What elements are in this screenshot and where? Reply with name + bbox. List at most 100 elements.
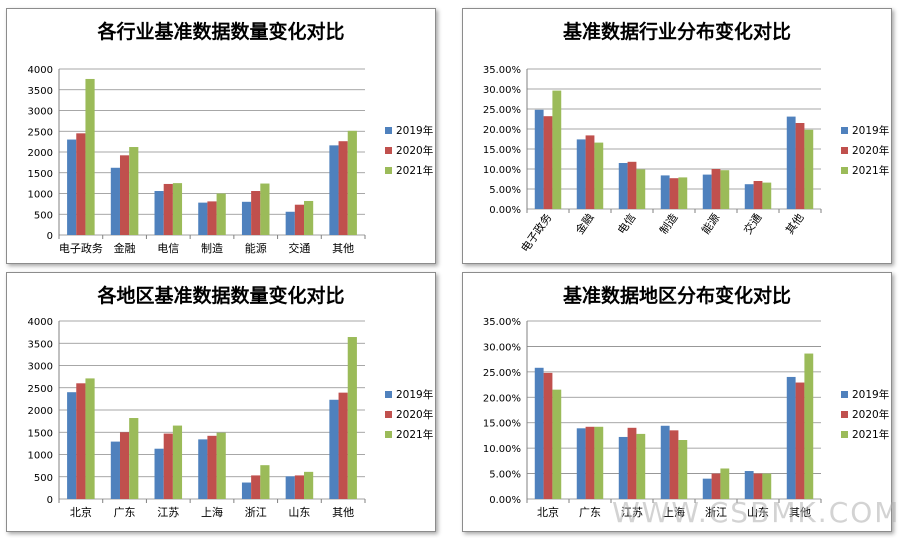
chart-title: 各行业基准数据数量变化对比 xyxy=(97,21,345,43)
bar xyxy=(207,201,217,235)
bar xyxy=(762,473,772,499)
x-tick-label: 浙江 xyxy=(245,506,267,519)
y-tick-label: 5.00% xyxy=(489,470,521,481)
y-tick-label: 500 xyxy=(34,473,53,484)
legend-swatch xyxy=(385,127,392,134)
legend-swatch xyxy=(385,411,392,418)
bar xyxy=(534,367,544,499)
x-tick-label: 广东 xyxy=(579,506,601,519)
y-tick-label: 0.00% xyxy=(489,495,521,506)
y-tick-label: 10.00% xyxy=(483,444,521,455)
legend-label: 2020年 xyxy=(396,144,433,157)
x-tick-label: 其他 xyxy=(783,211,806,236)
x-tick-label: 江苏 xyxy=(621,506,643,519)
x-tick-label: 上海 xyxy=(201,505,223,519)
bar xyxy=(329,145,339,235)
y-tick-label: 2000 xyxy=(28,148,53,159)
x-tick-label: 电子政务 xyxy=(518,211,555,255)
bar xyxy=(720,468,730,499)
bar xyxy=(207,435,217,499)
bar xyxy=(251,191,261,235)
y-tick-label: 35.00% xyxy=(483,317,521,328)
y-tick-label: 20.00% xyxy=(483,393,521,404)
bar xyxy=(744,471,754,499)
legend-swatch xyxy=(385,167,392,174)
bar xyxy=(543,116,553,209)
y-tick-label: 25.00% xyxy=(483,105,521,116)
bar xyxy=(660,175,670,209)
bar xyxy=(294,204,305,235)
y-tick-label: 2000 xyxy=(28,406,53,417)
legend-swatch xyxy=(385,391,392,398)
legend-swatch xyxy=(841,391,848,398)
y-tick-label: 1000 xyxy=(28,451,53,462)
legend-swatch xyxy=(841,167,848,174)
y-tick-label: 500 xyxy=(34,210,53,221)
y-tick-label: 2500 xyxy=(28,384,53,395)
x-tick-label: 电子政务 xyxy=(59,241,103,255)
x-tick-label: 电信 xyxy=(157,242,179,255)
x-tick-label: 交通 xyxy=(740,211,764,237)
bar xyxy=(585,135,595,209)
bar xyxy=(552,389,562,499)
legend-label: 2020年 xyxy=(396,408,433,421)
bar xyxy=(543,372,553,499)
bar xyxy=(110,167,120,235)
x-tick-label: 其他 xyxy=(789,506,811,519)
x-tick-label: 山东 xyxy=(747,506,769,519)
x-tick-label: 制造 xyxy=(656,211,680,237)
chart-title: 各地区基准数据数量变化对比 xyxy=(97,285,345,307)
bar xyxy=(753,181,763,209)
x-tick-label: 山东 xyxy=(288,506,310,519)
x-tick-label: 浙江 xyxy=(705,506,727,519)
bar xyxy=(804,353,814,499)
bar xyxy=(618,436,628,499)
bar xyxy=(260,465,270,499)
legend-swatch xyxy=(841,431,848,438)
bar xyxy=(702,478,712,499)
bar xyxy=(347,337,357,499)
y-tick-label: 10.00% xyxy=(483,165,521,176)
legend-label: 2019年 xyxy=(852,388,889,401)
bar xyxy=(678,440,688,499)
bar xyxy=(241,482,252,499)
bar xyxy=(304,200,314,235)
y-tick-label: 4000 xyxy=(28,65,53,76)
bar xyxy=(76,383,86,499)
bar xyxy=(678,177,688,209)
x-tick-label: 上海 xyxy=(663,505,685,519)
y-tick-label: 3000 xyxy=(28,107,53,118)
bar xyxy=(594,142,604,209)
y-tick-label: 0 xyxy=(47,231,53,242)
bar xyxy=(795,123,805,209)
y-tick-label: 1000 xyxy=(28,190,53,201)
chart-svg: 0.00% 5.00% 10.00% 15.00% 20.00% 25.00% 30.00%… xyxy=(483,317,889,519)
y-tick-label: 1500 xyxy=(28,169,53,180)
y-tick-label: 0 xyxy=(47,495,53,506)
bar xyxy=(669,178,679,209)
bar xyxy=(216,432,226,499)
chart-title: 基准数据地区分布变化对比 xyxy=(562,285,791,307)
bar xyxy=(753,473,763,499)
y-tick-label: 5.00% xyxy=(489,185,521,196)
bar xyxy=(172,183,183,235)
legend-swatch xyxy=(841,147,848,154)
x-tick-label: 其他 xyxy=(332,506,354,519)
bar xyxy=(576,139,586,209)
y-tick-label: 3500 xyxy=(28,86,53,97)
chart-svg: 0.00% 5.00% 10.00% 15.00% 20.00% 25.00% 30.00%… xyxy=(483,65,889,255)
y-tick-label: 3500 xyxy=(28,339,53,350)
y-tick-label: 1500 xyxy=(28,428,53,439)
bar xyxy=(294,475,305,499)
bar xyxy=(762,182,772,209)
x-tick-label: 制造 xyxy=(201,241,223,255)
bar xyxy=(338,392,348,499)
chart-panel-region-count: 各地区基准数据数量变化对比 0 500 1000 1500 2000 2500 3000 35… xyxy=(6,272,436,532)
y-tick-label: 30.00% xyxy=(483,85,521,96)
bar xyxy=(85,78,95,236)
bar xyxy=(154,448,164,499)
y-tick-label: 35.00% xyxy=(483,65,521,76)
x-tick-label: 金融 xyxy=(114,241,136,255)
legend-swatch xyxy=(841,127,848,134)
legend-label: 2021年 xyxy=(396,164,433,177)
